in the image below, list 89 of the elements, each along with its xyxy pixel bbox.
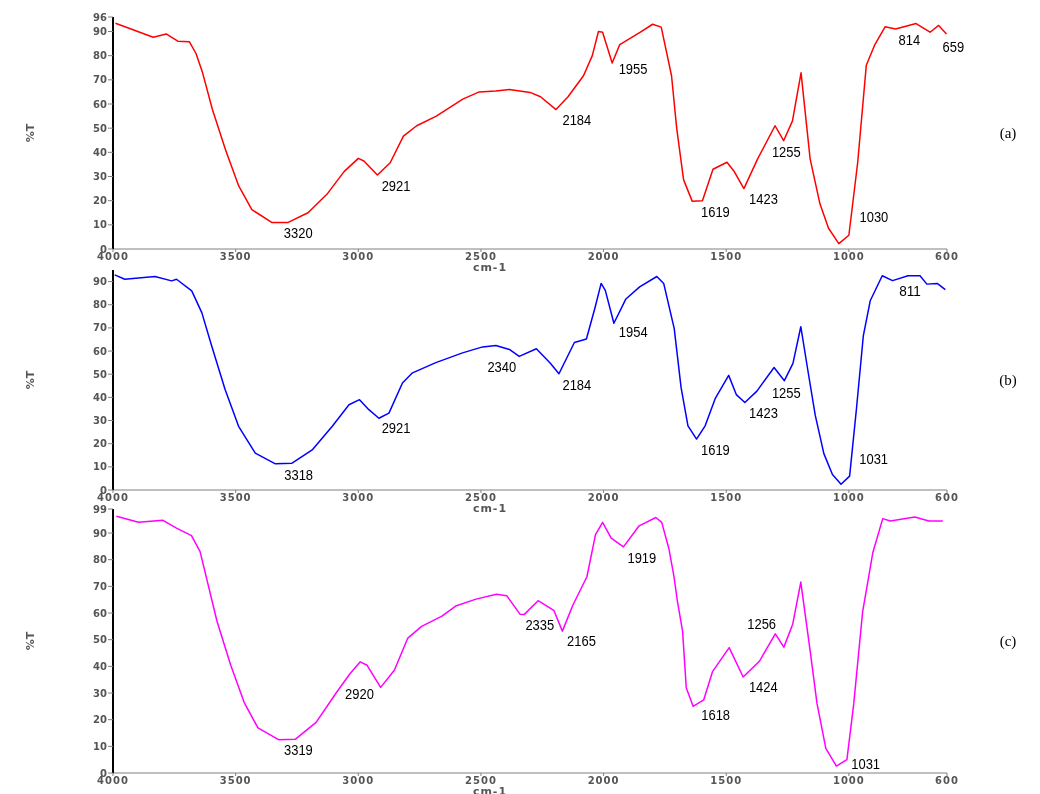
- x-axis-title: cm-1: [472, 261, 508, 274]
- annotation: 1256: [747, 616, 779, 633]
- x-tick-label: 600: [935, 775, 959, 786]
- y-axis-title: %T: [24, 631, 37, 651]
- annotation: 2184: [562, 111, 594, 128]
- annotation: 1954: [618, 323, 651, 340]
- y-tick-label: 20: [93, 714, 108, 726]
- annotation: 814: [898, 31, 922, 48]
- y-tick-label: 60: [93, 98, 108, 110]
- y-tick-label: 90: [93, 276, 108, 288]
- y-tick-label: 80: [93, 50, 108, 62]
- y-tick-label: 99: [93, 503, 108, 515]
- x-tick-label: 3000: [342, 775, 375, 786]
- text: (b): [999, 372, 1017, 390]
- x-tick-label: 3500: [219, 775, 252, 786]
- y-tick-label: 90: [93, 26, 108, 37]
- annotation: 2335: [525, 617, 557, 634]
- y-tick-label: 20: [93, 195, 108, 207]
- annotation: 1619: [701, 203, 733, 220]
- y-axis-title: %T: [24, 123, 37, 143]
- x-tick-label: 2000: [587, 775, 620, 786]
- x-tick-label: 1500: [710, 251, 743, 262]
- x-tick-label: 1000: [832, 492, 865, 503]
- y-tick-label: 80: [93, 299, 108, 311]
- annotation: 2921: [381, 419, 413, 436]
- annotation: 659: [942, 39, 966, 56]
- x-tick-label: 1500: [710, 492, 743, 503]
- annotation: 2921: [381, 177, 413, 194]
- y-tick-label: 30: [93, 687, 108, 699]
- line-series: [113, 274, 947, 485]
- annotation: 1031: [859, 450, 891, 467]
- annotation: 1424: [748, 678, 781, 695]
- y-tick-label: 30: [93, 171, 108, 182]
- y-tick-label: 60: [93, 607, 108, 619]
- annotation: 3318: [284, 466, 316, 483]
- x-tick-label: 3500: [219, 251, 252, 262]
- x-tick-label: 3000: [342, 492, 375, 503]
- y-tick-label: 10: [93, 461, 108, 473]
- annotation: 1423: [749, 191, 781, 208]
- y-tick-label: 10: [93, 740, 108, 752]
- x-tick-label: 2500: [465, 492, 497, 503]
- annotation: 1423: [749, 405, 781, 422]
- line-series: [115, 515, 944, 767]
- annotation: 1030: [859, 208, 891, 225]
- x-tick-label: 2500: [465, 775, 497, 786]
- annotation: 3319: [284, 742, 316, 759]
- annotation: 2920: [345, 685, 377, 702]
- x-tick-label: 2000: [587, 492, 620, 503]
- text: (a): [999, 125, 1017, 143]
- y-tick-label: 70: [93, 74, 108, 86]
- y-axis-title: %T: [24, 370, 37, 390]
- x-tick-label: 600: [935, 492, 959, 503]
- annotation: 3320: [283, 225, 315, 242]
- annotation: 2165: [567, 633, 599, 650]
- annotation: 811: [899, 282, 922, 299]
- annotation: 2184: [562, 376, 594, 393]
- x-tick-label: 3000: [342, 251, 375, 262]
- annotation: 1031: [851, 755, 883, 772]
- x-axis-title: cm-1: [472, 502, 508, 515]
- y-tick-label: 50: [93, 122, 108, 134]
- y-tick-label: 90: [93, 527, 108, 539]
- y-tick-label: 40: [93, 391, 108, 403]
- x-tick-label: 1000: [832, 251, 865, 262]
- annotation: 1618: [701, 706, 733, 723]
- annotation: 2340: [487, 358, 519, 375]
- x-tick-label: 600: [935, 251, 959, 262]
- annotation: 1955: [618, 60, 650, 77]
- y-tick-label: 70: [93, 580, 108, 592]
- x-tick-label: 3500: [219, 492, 252, 503]
- y-tick-label: 80: [93, 554, 108, 566]
- annotation: 1255: [771, 144, 804, 161]
- y-tick-label: 40: [93, 660, 108, 672]
- annotation: 1919: [627, 549, 659, 566]
- y-tick-label: 20: [93, 438, 108, 450]
- x-tick-label: 2000: [587, 251, 620, 262]
- annotation: 1255: [771, 385, 804, 402]
- text: (c): [999, 633, 1017, 651]
- y-tick-label: 40: [93, 146, 108, 158]
- x-tick-label: 2500: [465, 251, 497, 262]
- y-tick-label: 50: [93, 368, 108, 380]
- y-tick-label: 70: [93, 322, 108, 334]
- y-tick-label: 10: [93, 219, 108, 231]
- y-tick-label: 30: [93, 415, 108, 427]
- y-tick-label: 60: [93, 345, 108, 357]
- annotation: 1619: [701, 441, 733, 458]
- x-tick-label: 1500: [710, 775, 743, 786]
- y-tick-label: 50: [93, 634, 108, 646]
- y-tick-label: 96: [93, 11, 108, 23]
- x-tick-label: 1000: [832, 775, 865, 786]
